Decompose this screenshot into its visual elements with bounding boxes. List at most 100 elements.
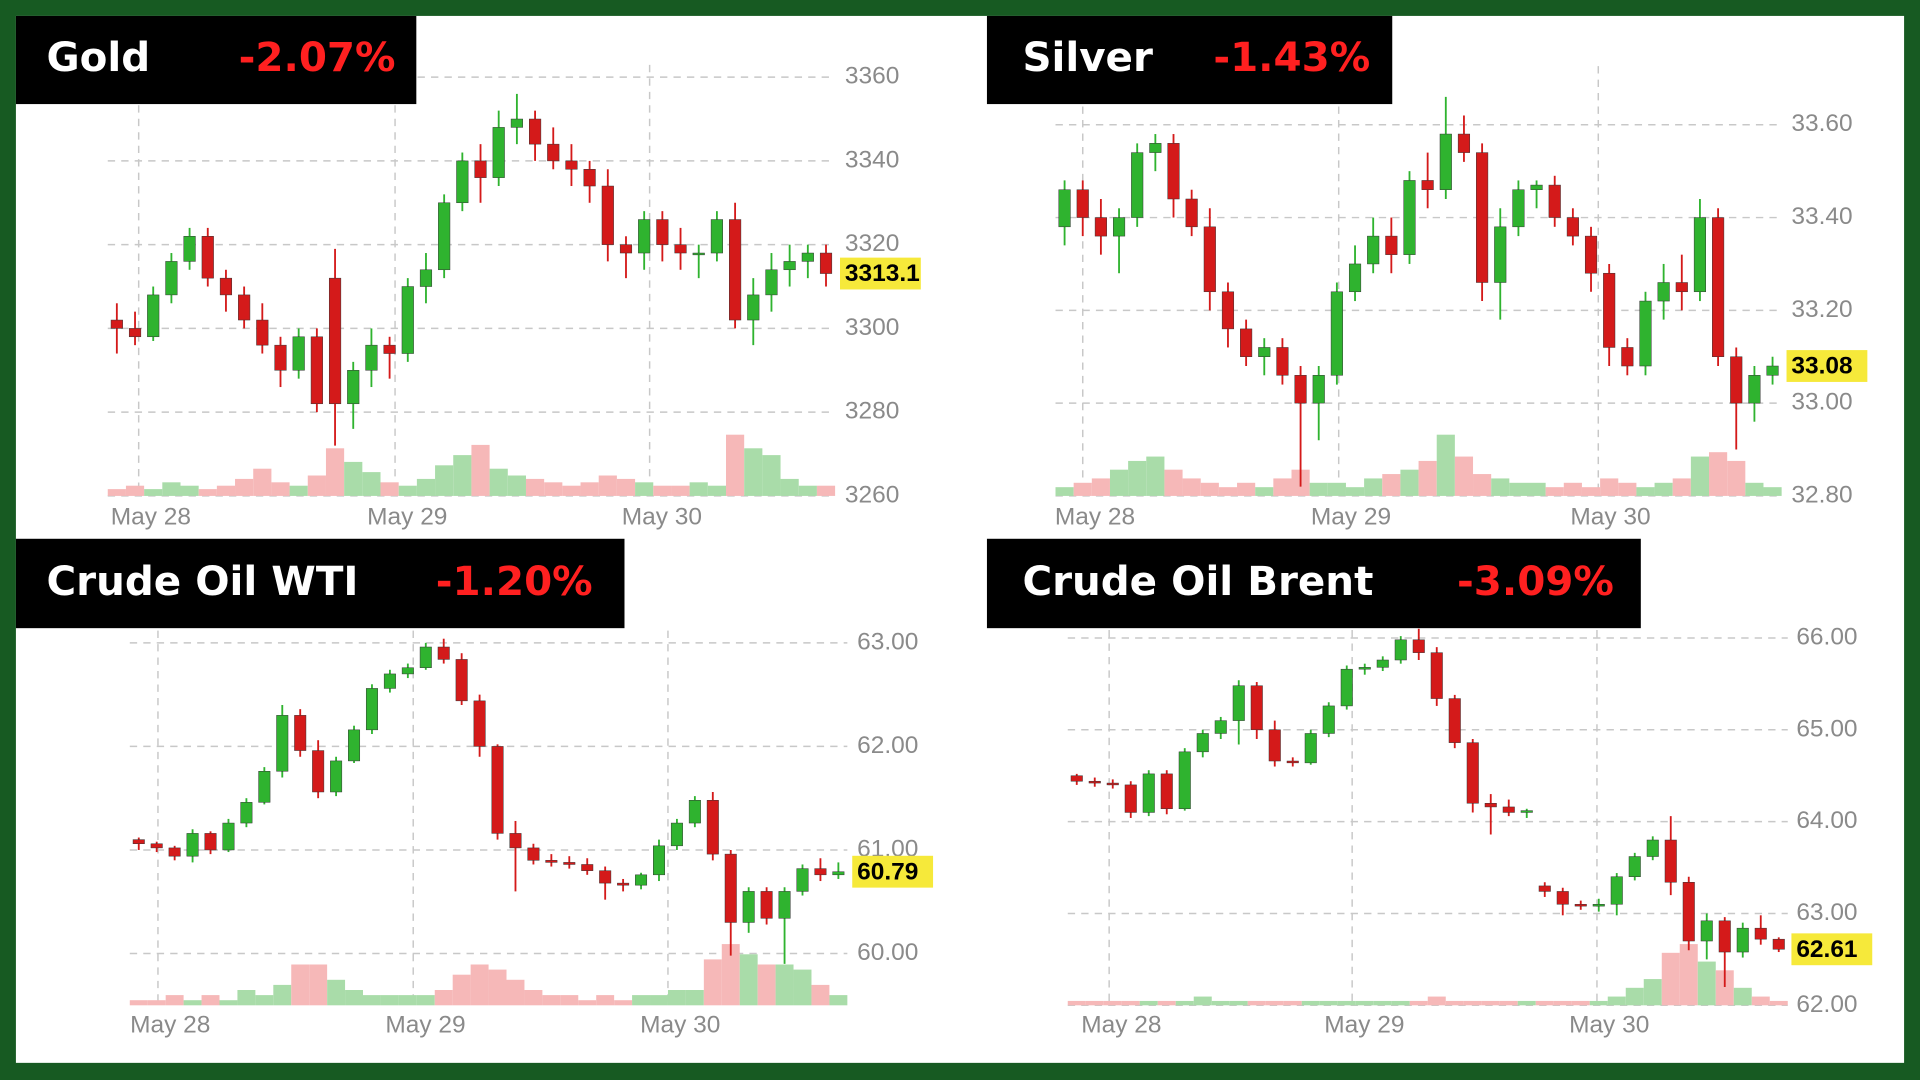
volume-bar: [525, 478, 545, 496]
volume-bar: [739, 954, 758, 1006]
volume-bar: [793, 969, 812, 1006]
candle-body: [347, 370, 360, 405]
volume-bar: [580, 482, 599, 496]
candle-body: [1160, 773, 1173, 810]
candle-body: [1276, 347, 1289, 376]
candle-body: [563, 862, 576, 865]
y-tick-label: 3360: [845, 63, 899, 90]
volume-bar: [1255, 487, 1274, 496]
volume-bar: [653, 485, 672, 496]
volume-bar: [1157, 1000, 1176, 1006]
candle-body: [760, 891, 773, 919]
volume-bar: [1535, 1000, 1554, 1006]
volume-bar: [614, 1000, 633, 1006]
y-tick-label: 60.00: [857, 939, 918, 966]
candle-body: [1512, 189, 1525, 228]
candle-body: [765, 269, 778, 296]
x-tick-label: May 28: [1055, 503, 1135, 530]
volume-bar: [1418, 460, 1437, 496]
candle-body: [1718, 920, 1731, 953]
chart-panel: 62.00 63.00 64.00 65.00 66.00 May 28 May 29 May…: [986, 538, 1873, 1039]
volume-bar: [1345, 487, 1365, 496]
volume-bar: [1715, 970, 1734, 1006]
candle-body: [401, 667, 414, 675]
candle-body: [1736, 927, 1749, 953]
candle-body: [222, 822, 235, 851]
volume-bar: [1427, 996, 1446, 1006]
candle-body: [796, 868, 809, 892]
chart-title: Crude Oil WTI: [47, 557, 359, 605]
volume-bar: [1400, 469, 1419, 496]
volume-bar: [1067, 1000, 1086, 1006]
candle-body: [1142, 773, 1155, 813]
volume-bar: [1463, 1000, 1482, 1006]
volume-bar: [1055, 487, 1074, 496]
volume-bar: [1391, 1000, 1410, 1006]
volume-bar: [1672, 478, 1691, 496]
title-box: [15, 15, 417, 105]
volume-bar: [183, 1000, 202, 1006]
candle-body: [1348, 263, 1362, 293]
volume-bar: [1109, 469, 1129, 496]
candle-body: [1592, 904, 1605, 907]
volume-bar: [1085, 1000, 1104, 1006]
candle-body: [509, 833, 522, 849]
last-price-box: [840, 257, 921, 290]
volume-bar: [325, 448, 345, 496]
volume-bar: [757, 964, 776, 1006]
volume-bar: [1527, 482, 1546, 496]
volume-bar: [1679, 944, 1698, 1006]
volume-bar: [1589, 1000, 1608, 1006]
volume-bar: [1139, 1000, 1158, 1006]
chart-title: Silver: [1022, 33, 1153, 81]
candle-body: [365, 688, 378, 731]
candle-body: [1693, 217, 1706, 293]
volume-bar: [811, 984, 830, 1006]
candle-body: [688, 800, 701, 824]
volume-bar: [1309, 482, 1328, 496]
y-tick-label: 33.00: [1791, 389, 1852, 416]
volume-bar: [345, 990, 363, 1006]
volume-bar: [327, 979, 346, 1006]
candle-body: [674, 244, 687, 254]
candle-body: [310, 336, 323, 405]
volume-bar: [544, 482, 563, 496]
candle-body: [1149, 143, 1162, 153]
volume-bar: [598, 475, 617, 496]
candle-body: [330, 760, 343, 793]
candle-body: [783, 261, 796, 271]
volume-bar: [650, 995, 668, 1006]
candle-body: [292, 336, 305, 371]
volume-bar: [744, 448, 763, 496]
candle-body: [581, 864, 594, 871]
candle-body: [165, 261, 178, 296]
candle-body: [328, 277, 342, 405]
x-tick-label: May 29: [1311, 503, 1391, 530]
volume-bar: [235, 478, 254, 496]
candle-body: [365, 344, 378, 371]
candle-body: [1340, 668, 1353, 707]
candle-body: [1520, 810, 1533, 813]
volume-bar: [1247, 1000, 1266, 1006]
volume-bar: [1193, 996, 1212, 1006]
volume-bar: [1571, 1000, 1590, 1006]
candle-body: [1421, 180, 1434, 190]
candle-body: [599, 870, 612, 884]
volume-bar: [255, 995, 274, 1006]
candle-body: [1394, 639, 1407, 661]
candle-body: [473, 700, 486, 747]
candle-body: [583, 169, 596, 187]
candle-body: [1367, 235, 1380, 265]
x-tick-label: May 30: [622, 503, 702, 530]
volume-bar: [780, 478, 799, 496]
volume-bar: [726, 434, 745, 496]
x-tick-label: May 30: [640, 1012, 720, 1039]
volume-bar: [775, 964, 794, 1006]
volume-bar: [1654, 482, 1673, 496]
candle-body: [656, 219, 669, 245]
volume-bar: [721, 944, 740, 1006]
candle-body: [1131, 152, 1144, 218]
volume-bar: [1499, 1000, 1518, 1006]
y-tick-label: 63.00: [1796, 899, 1857, 926]
volume-bar: [452, 974, 471, 1006]
